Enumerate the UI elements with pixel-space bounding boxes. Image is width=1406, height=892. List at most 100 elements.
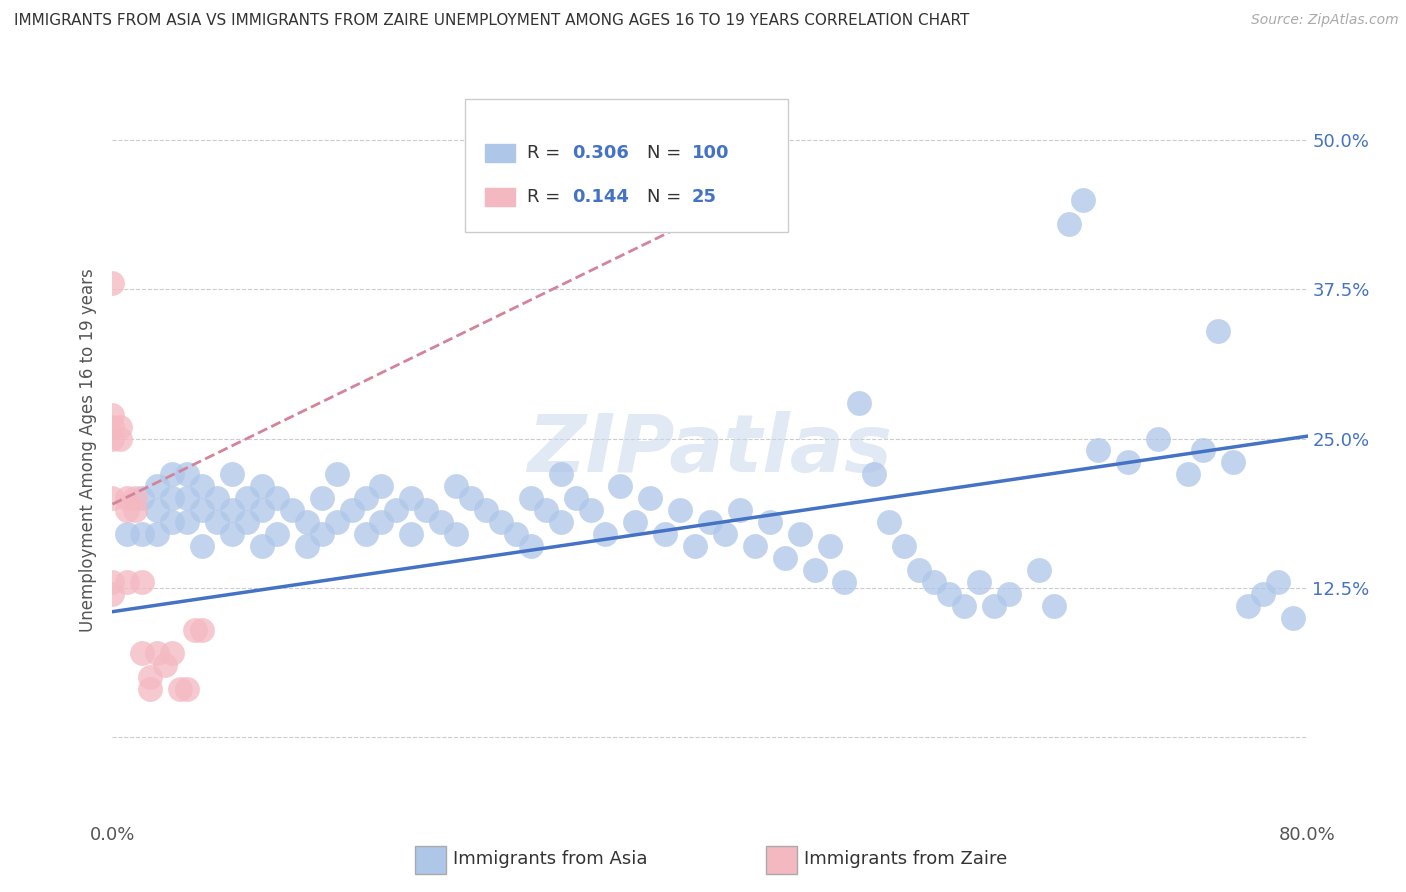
Text: Source: ZipAtlas.com: Source: ZipAtlas.com bbox=[1251, 13, 1399, 28]
Bar bbox=[485, 144, 515, 162]
Point bbox=[266, 527, 288, 541]
Point bbox=[834, 574, 856, 589]
Text: 25: 25 bbox=[692, 188, 717, 206]
Point bbox=[169, 682, 191, 697]
Point bbox=[281, 503, 304, 517]
Point bbox=[236, 491, 259, 506]
Text: R =: R = bbox=[527, 188, 567, 206]
Point bbox=[131, 527, 153, 541]
Point bbox=[139, 670, 162, 684]
Point bbox=[401, 491, 423, 506]
Point bbox=[250, 539, 273, 553]
Point bbox=[101, 574, 124, 589]
Point bbox=[205, 491, 228, 506]
Point bbox=[505, 527, 527, 541]
Point bbox=[489, 515, 512, 529]
Point bbox=[1028, 563, 1050, 577]
Point bbox=[205, 515, 228, 529]
Point bbox=[430, 515, 453, 529]
Point bbox=[162, 647, 183, 661]
Point bbox=[595, 527, 617, 541]
Text: 100: 100 bbox=[692, 144, 730, 161]
Point bbox=[1087, 443, 1109, 458]
Point bbox=[744, 539, 766, 553]
Point bbox=[356, 527, 378, 541]
Point bbox=[669, 503, 692, 517]
Point bbox=[295, 515, 318, 529]
Point bbox=[967, 574, 990, 589]
Point bbox=[356, 491, 378, 506]
Point bbox=[131, 491, 153, 506]
Point bbox=[108, 419, 131, 434]
Point bbox=[1118, 455, 1140, 469]
Point bbox=[146, 503, 169, 517]
Point bbox=[108, 432, 131, 446]
Point bbox=[311, 527, 333, 541]
Point bbox=[146, 527, 169, 541]
Point bbox=[183, 623, 205, 637]
Text: 0.144: 0.144 bbox=[572, 188, 630, 206]
Point bbox=[117, 527, 139, 541]
Point bbox=[475, 503, 498, 517]
Point bbox=[1177, 467, 1199, 482]
Point bbox=[250, 479, 273, 493]
Point bbox=[162, 515, 183, 529]
Point bbox=[101, 408, 124, 422]
Text: N =: N = bbox=[647, 188, 686, 206]
Point bbox=[983, 599, 1005, 613]
Point bbox=[325, 467, 347, 482]
Point bbox=[191, 539, 214, 553]
Y-axis label: Unemployment Among Ages 16 to 19 years: Unemployment Among Ages 16 to 19 years bbox=[79, 268, 97, 632]
Point bbox=[1251, 587, 1274, 601]
Point bbox=[1192, 443, 1215, 458]
Point bbox=[117, 503, 139, 517]
Point bbox=[803, 563, 825, 577]
Point bbox=[221, 503, 243, 517]
Point bbox=[176, 682, 198, 697]
Point bbox=[893, 539, 915, 553]
Point bbox=[162, 491, 183, 506]
Point bbox=[176, 491, 198, 506]
Point bbox=[1281, 610, 1303, 624]
Point bbox=[1237, 599, 1260, 613]
Point bbox=[191, 479, 214, 493]
Point bbox=[191, 503, 214, 517]
Point bbox=[699, 515, 721, 529]
Point bbox=[609, 479, 631, 493]
Point bbox=[131, 647, 153, 661]
Point bbox=[236, 515, 259, 529]
Point bbox=[101, 419, 124, 434]
Point bbox=[101, 587, 124, 601]
Point bbox=[654, 527, 676, 541]
Point bbox=[714, 527, 737, 541]
Point bbox=[759, 515, 782, 529]
Point bbox=[534, 503, 557, 517]
Point bbox=[311, 491, 333, 506]
Point bbox=[176, 467, 198, 482]
Point bbox=[624, 515, 647, 529]
Point bbox=[325, 515, 347, 529]
Point bbox=[221, 527, 243, 541]
Point bbox=[117, 574, 139, 589]
Text: 0.306: 0.306 bbox=[572, 144, 630, 161]
Point bbox=[415, 503, 437, 517]
Point bbox=[444, 479, 467, 493]
Point bbox=[444, 527, 467, 541]
Point bbox=[520, 491, 543, 506]
Point bbox=[250, 503, 273, 517]
Point bbox=[550, 515, 572, 529]
Point bbox=[818, 539, 841, 553]
Point bbox=[191, 623, 214, 637]
Point bbox=[1267, 574, 1289, 589]
Point bbox=[124, 491, 146, 506]
Point bbox=[773, 550, 796, 565]
Point bbox=[460, 491, 482, 506]
Point bbox=[101, 277, 124, 291]
Point bbox=[938, 587, 960, 601]
Point bbox=[101, 432, 124, 446]
Point bbox=[370, 479, 392, 493]
Point bbox=[117, 491, 139, 506]
Text: Immigrants from Asia: Immigrants from Asia bbox=[453, 850, 647, 868]
Point bbox=[146, 479, 169, 493]
Point bbox=[295, 539, 318, 553]
